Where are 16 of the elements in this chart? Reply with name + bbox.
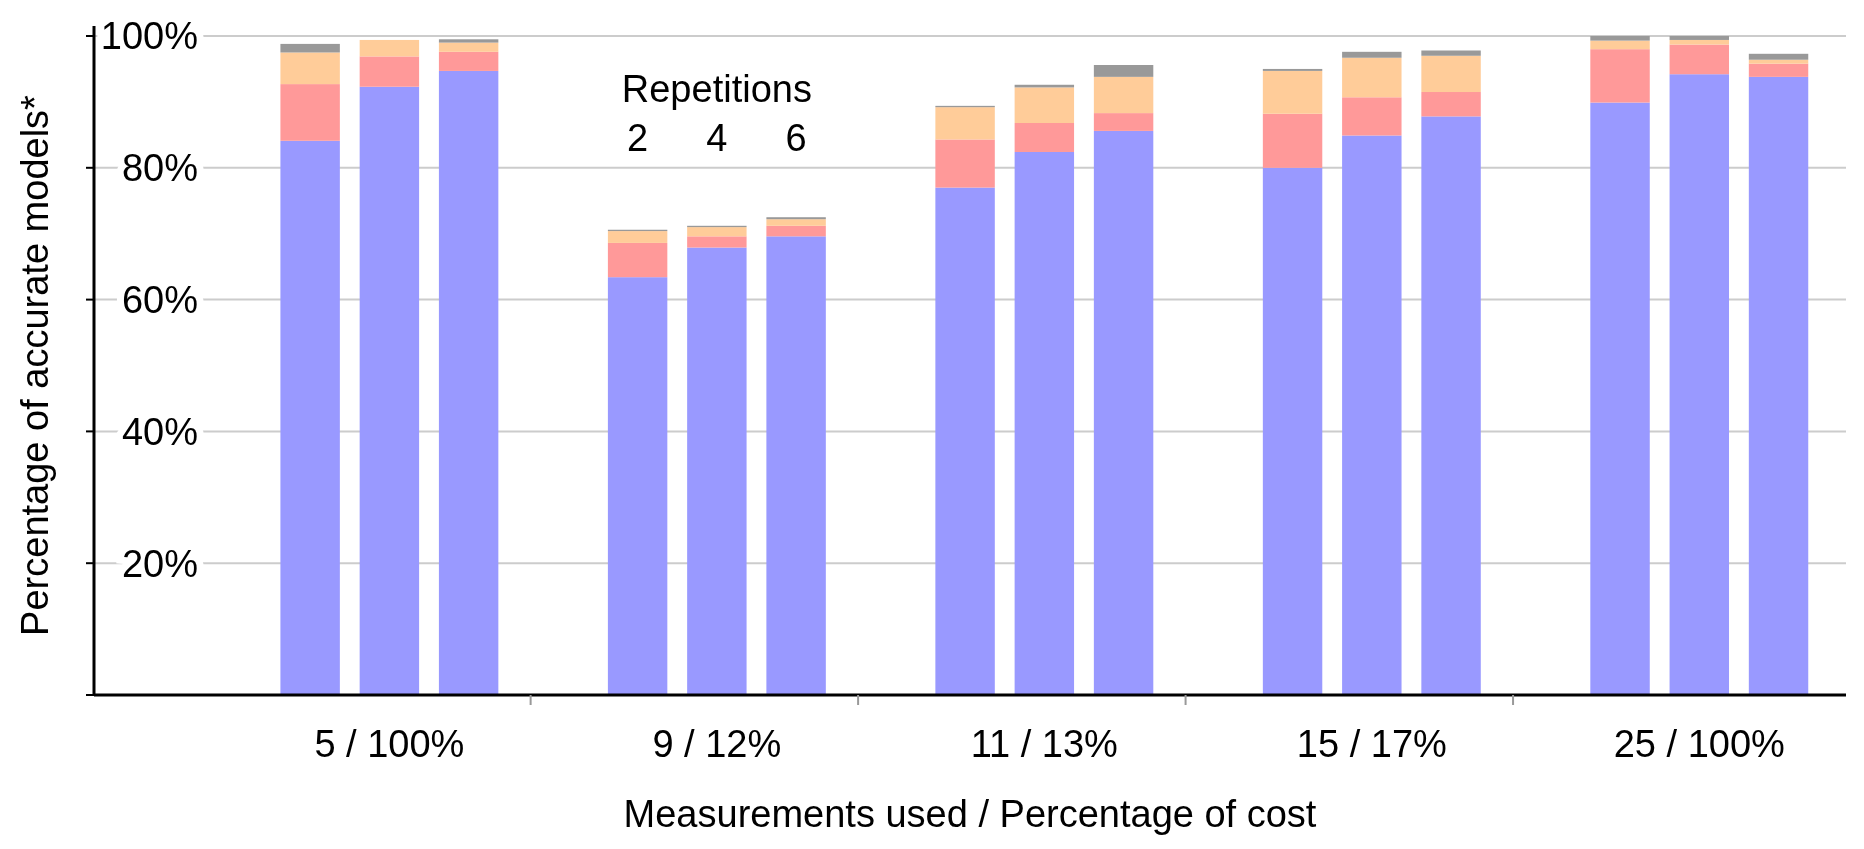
- y-tick-label: 80%: [121, 147, 198, 190]
- x-tick-label: 25 / 100%: [1613, 723, 1785, 765]
- annotation: Repetitions: [621, 67, 812, 110]
- x-tick-label: 15 / 17%: [1296, 723, 1447, 765]
- x-axis-title: Measurements used / Percentage of cost: [623, 793, 1317, 835]
- y-axis-title: Percentage of accurate models*: [14, 94, 56, 636]
- annotation: 2: [627, 117, 649, 160]
- x-tick-label: 5 / 100%: [314, 723, 465, 765]
- annotation: 6: [785, 117, 807, 160]
- x-tick-label: 11 / 13%: [970, 723, 1118, 765]
- x-tick-label: 9 / 12%: [652, 723, 782, 765]
- annotation: 4: [706, 117, 728, 160]
- y-tick-label: 100%: [100, 15, 198, 58]
- y-tick-label: 20%: [121, 542, 198, 585]
- y-tick-label: 40%: [121, 410, 198, 453]
- y-tick-label: 60%: [121, 278, 198, 321]
